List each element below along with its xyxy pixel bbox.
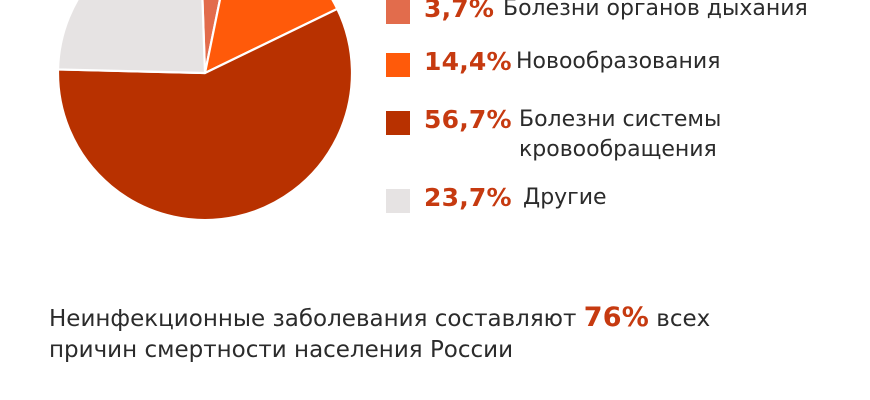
legend-swatch-2 xyxy=(386,53,410,77)
summary-line-2: причин смертности населения России xyxy=(49,337,514,363)
pie-slice-2 xyxy=(203,0,339,75)
legend-swatch-4 xyxy=(386,189,410,213)
legend-label-2: Новообразования xyxy=(516,47,720,77)
pie-slice-4 xyxy=(56,0,207,75)
summary-highlight-percent: 76% xyxy=(583,302,649,333)
legend-percent-4: 23,7% xyxy=(424,183,512,212)
summary-line-1-before: Неинфекционные заболевания составляют xyxy=(49,306,584,332)
summary-line-1: Неинфекционные заболевания составляют 76… xyxy=(49,302,849,335)
pie-slice-3 xyxy=(56,7,354,222)
legend-label-2-line-1: Новообразования xyxy=(516,49,721,74)
legend-label-4-line-1: Другие xyxy=(523,185,607,210)
legend-percent-2: 14,4% xyxy=(424,47,512,76)
chart-legend: 3,7% Болезни органов дыхания 14,4% Новообра… xyxy=(386,0,856,249)
legend-label-3-line-2: кровообращения xyxy=(519,137,717,162)
legend-percent-3: 56,7% xyxy=(424,105,512,134)
legend-item-3: 56,7% Болезни системы кровообращения xyxy=(386,105,856,171)
legend-label-3: Болезни системы кровообращения xyxy=(519,105,721,165)
legend-swatch-3 xyxy=(386,111,410,135)
summary-line-1-after: всех xyxy=(648,306,711,332)
legend-label-3-line-1: Болезни системы xyxy=(519,107,722,132)
legend-item-2: 14,4% Новообразования xyxy=(386,47,856,113)
legend-item-1: 3,7% Болезни органов дыхания xyxy=(386,0,856,60)
legend-percent-1: 3,7% xyxy=(424,0,495,23)
legend-label-1-line-1: Болезни органов дыхания xyxy=(503,0,808,21)
legend-label-1: Болезни органов дыхания xyxy=(503,0,808,24)
legend-item-4: 23,7% Другие xyxy=(386,183,856,249)
legend-swatch-1 xyxy=(386,0,410,24)
legend-label-4: Другие xyxy=(523,183,607,213)
summary-text: Неинфекционные заболевания составляют 76… xyxy=(49,302,849,366)
